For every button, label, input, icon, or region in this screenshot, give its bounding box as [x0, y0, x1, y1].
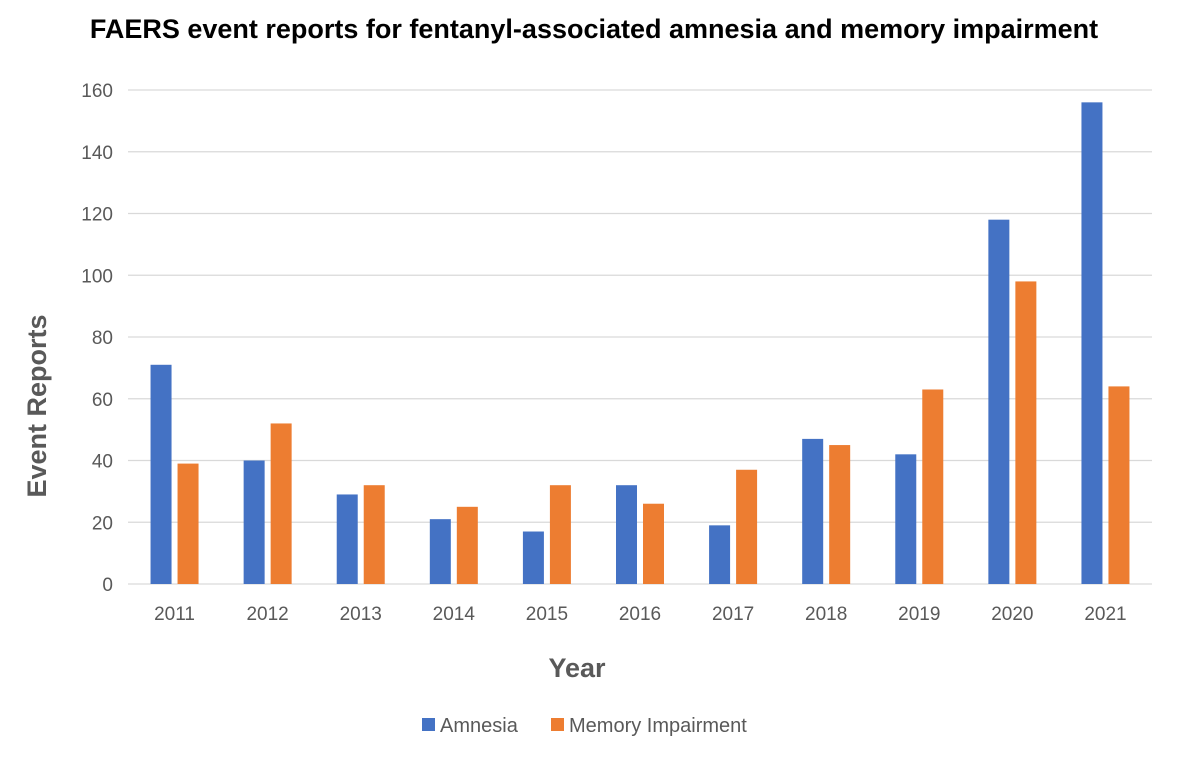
bar-memory-impairment-2018	[829, 445, 851, 584]
bar-amnesia-2019	[895, 454, 917, 584]
y-tick-label: 20	[92, 513, 113, 534]
y-axis-title: Event Reports	[22, 314, 52, 497]
legend-label-memory-impairment: Memory Impairment	[569, 715, 747, 737]
y-tick-label: 60	[92, 390, 113, 411]
x-tick-label: 2020	[991, 604, 1033, 625]
y-axis-ticks: 0 20 40 60 80 100 120 140 160	[81, 81, 113, 596]
x-tick-label: 2017	[712, 604, 754, 625]
bar-memory-impairment-2020	[1015, 281, 1037, 584]
bar-amnesia-2011	[150, 364, 172, 584]
bar-amnesia-2012	[243, 460, 265, 584]
x-tick-label: 2021	[1084, 604, 1126, 625]
legend-swatch-memory-impairment	[551, 718, 564, 731]
bar-amnesia-2015	[522, 531, 544, 584]
bar-amnesia-2017	[709, 525, 731, 584]
legend-label-amnesia: Amnesia	[440, 715, 519, 737]
x-tick-label: 2018	[805, 604, 847, 625]
bar-memory-impairment-2012	[270, 423, 292, 584]
bar-memory-impairment-2015	[549, 485, 571, 584]
bar-memory-impairment-2011	[177, 463, 199, 584]
chart-title: FAERS event reports for fentanyl-associa…	[90, 14, 1098, 44]
bar-memory-impairment-2017	[736, 469, 758, 584]
x-tick-label: 2019	[898, 604, 940, 625]
x-tick-label: 2012	[246, 604, 288, 625]
y-tick-label: 120	[81, 205, 113, 226]
y-tick-label: 100	[81, 266, 113, 287]
legend: Amnesia Memory Impairment	[422, 715, 747, 737]
y-tick-label: 80	[92, 328, 113, 349]
bar-memory-impairment-2013	[363, 485, 385, 584]
x-tick-label: 2013	[340, 604, 382, 625]
x-tick-label: 2014	[433, 604, 476, 625]
x-tick-label: 2011	[154, 604, 195, 625]
bar-amnesia-2018	[802, 438, 824, 584]
x-axis-title: Year	[548, 653, 606, 683]
bar-memory-impairment-2019	[922, 389, 944, 584]
x-tick-label: 2016	[619, 604, 661, 625]
gridlines	[128, 89, 1152, 585]
y-tick-label: 40	[92, 452, 113, 473]
bars	[150, 102, 1130, 585]
legend-swatch-amnesia	[422, 718, 435, 731]
bar-amnesia-2020	[988, 219, 1010, 585]
bar-amnesia-2014	[429, 519, 451, 584]
bar-memory-impairment-2014	[456, 506, 478, 584]
bar-memory-impairment-2016	[643, 503, 664, 584]
y-tick-label: 0	[102, 575, 113, 596]
bar-memory-impairment-2021	[1108, 386, 1130, 584]
y-tick-label: 140	[81, 143, 113, 164]
y-tick-label: 160	[81, 81, 113, 102]
x-axis-ticks: 2011 2012 2013 2014 2015 2016 2017 2018 2019 2020…	[154, 604, 1126, 625]
bar-amnesia-2013	[336, 494, 358, 584]
bar-amnesia-2016	[616, 485, 637, 584]
bar-amnesia-2021	[1081, 102, 1103, 584]
x-tick-label: 2015	[526, 604, 568, 625]
